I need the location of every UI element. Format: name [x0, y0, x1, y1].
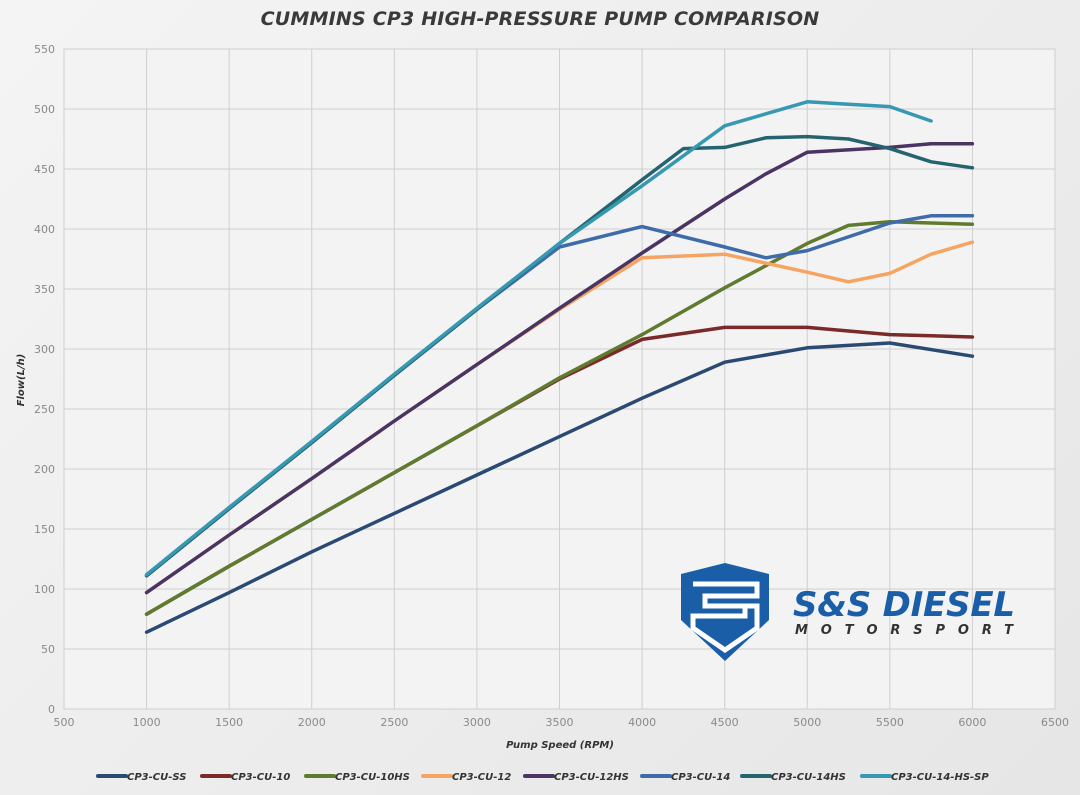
legend-label: CP3-CU-14HS: [771, 772, 846, 783]
chart-title: CUMMINS CP3 HIGH-PRESSURE PUMP COMPARISO…: [260, 8, 820, 30]
series-line-cp3-cu-10hs: [144, 220, 975, 616]
y-tick-label: 450: [34, 163, 55, 176]
y-tick-label: 0: [48, 703, 55, 716]
legend-label: CP3-CU-14: [671, 772, 730, 783]
x-tick-label: 1500: [215, 716, 243, 729]
x-tick-label: 3500: [546, 716, 574, 729]
y-tick-label: 200: [34, 463, 55, 476]
y-tick-label: 550: [34, 43, 55, 56]
legend-label: CP3-CU-14-HS-SP: [891, 772, 989, 783]
svg-text:S&S DIESEL: S&S DIESEL: [793, 585, 1015, 625]
x-tick-label: 3000: [463, 716, 491, 729]
x-tick-label: 1000: [133, 716, 161, 729]
x-tick-label: 2500: [380, 716, 408, 729]
x-tick-label: 6500: [1041, 716, 1069, 729]
x-tick-label: 5500: [876, 716, 904, 729]
y-tick-label: 400: [34, 223, 55, 236]
x-tick-label: 2000: [298, 716, 326, 729]
legend-label: CP3-CU-10: [231, 772, 290, 783]
legend-label: CP3-CU-12HS: [554, 772, 629, 783]
y-tick-label: 50: [41, 643, 55, 656]
x-axis-label: Pump Speed (RPM): [506, 740, 614, 751]
series-line-cp3-cu-ss: [144, 341, 975, 634]
legend-label: CP3-CU-12: [452, 772, 511, 783]
y-tick-label: 100: [34, 583, 55, 596]
y-tick-label: 250: [34, 403, 55, 416]
x-tick-label: 4500: [711, 716, 739, 729]
series-line-cp3-cu-14-hs-sp: [144, 100, 933, 577]
x-tick-label: 500: [54, 716, 75, 729]
y-tick-label: 300: [34, 343, 55, 356]
y-axis-label: Flow(L/h): [16, 354, 27, 407]
y-tick-label: 350: [34, 283, 55, 296]
y-tick-label: 500: [34, 103, 55, 116]
x-tick-label: 4000: [628, 716, 656, 729]
legend-label: CP3-CU-SS: [127, 772, 186, 783]
legend-label: CP3-CU-10HS: [335, 772, 410, 783]
brand-logo: S&S DIESEL MOTORSPORT: [681, 563, 1015, 661]
y-tick-label: 150: [34, 523, 55, 536]
x-tick-label: 5000: [793, 716, 821, 729]
x-tick-label: 6000: [958, 716, 986, 729]
